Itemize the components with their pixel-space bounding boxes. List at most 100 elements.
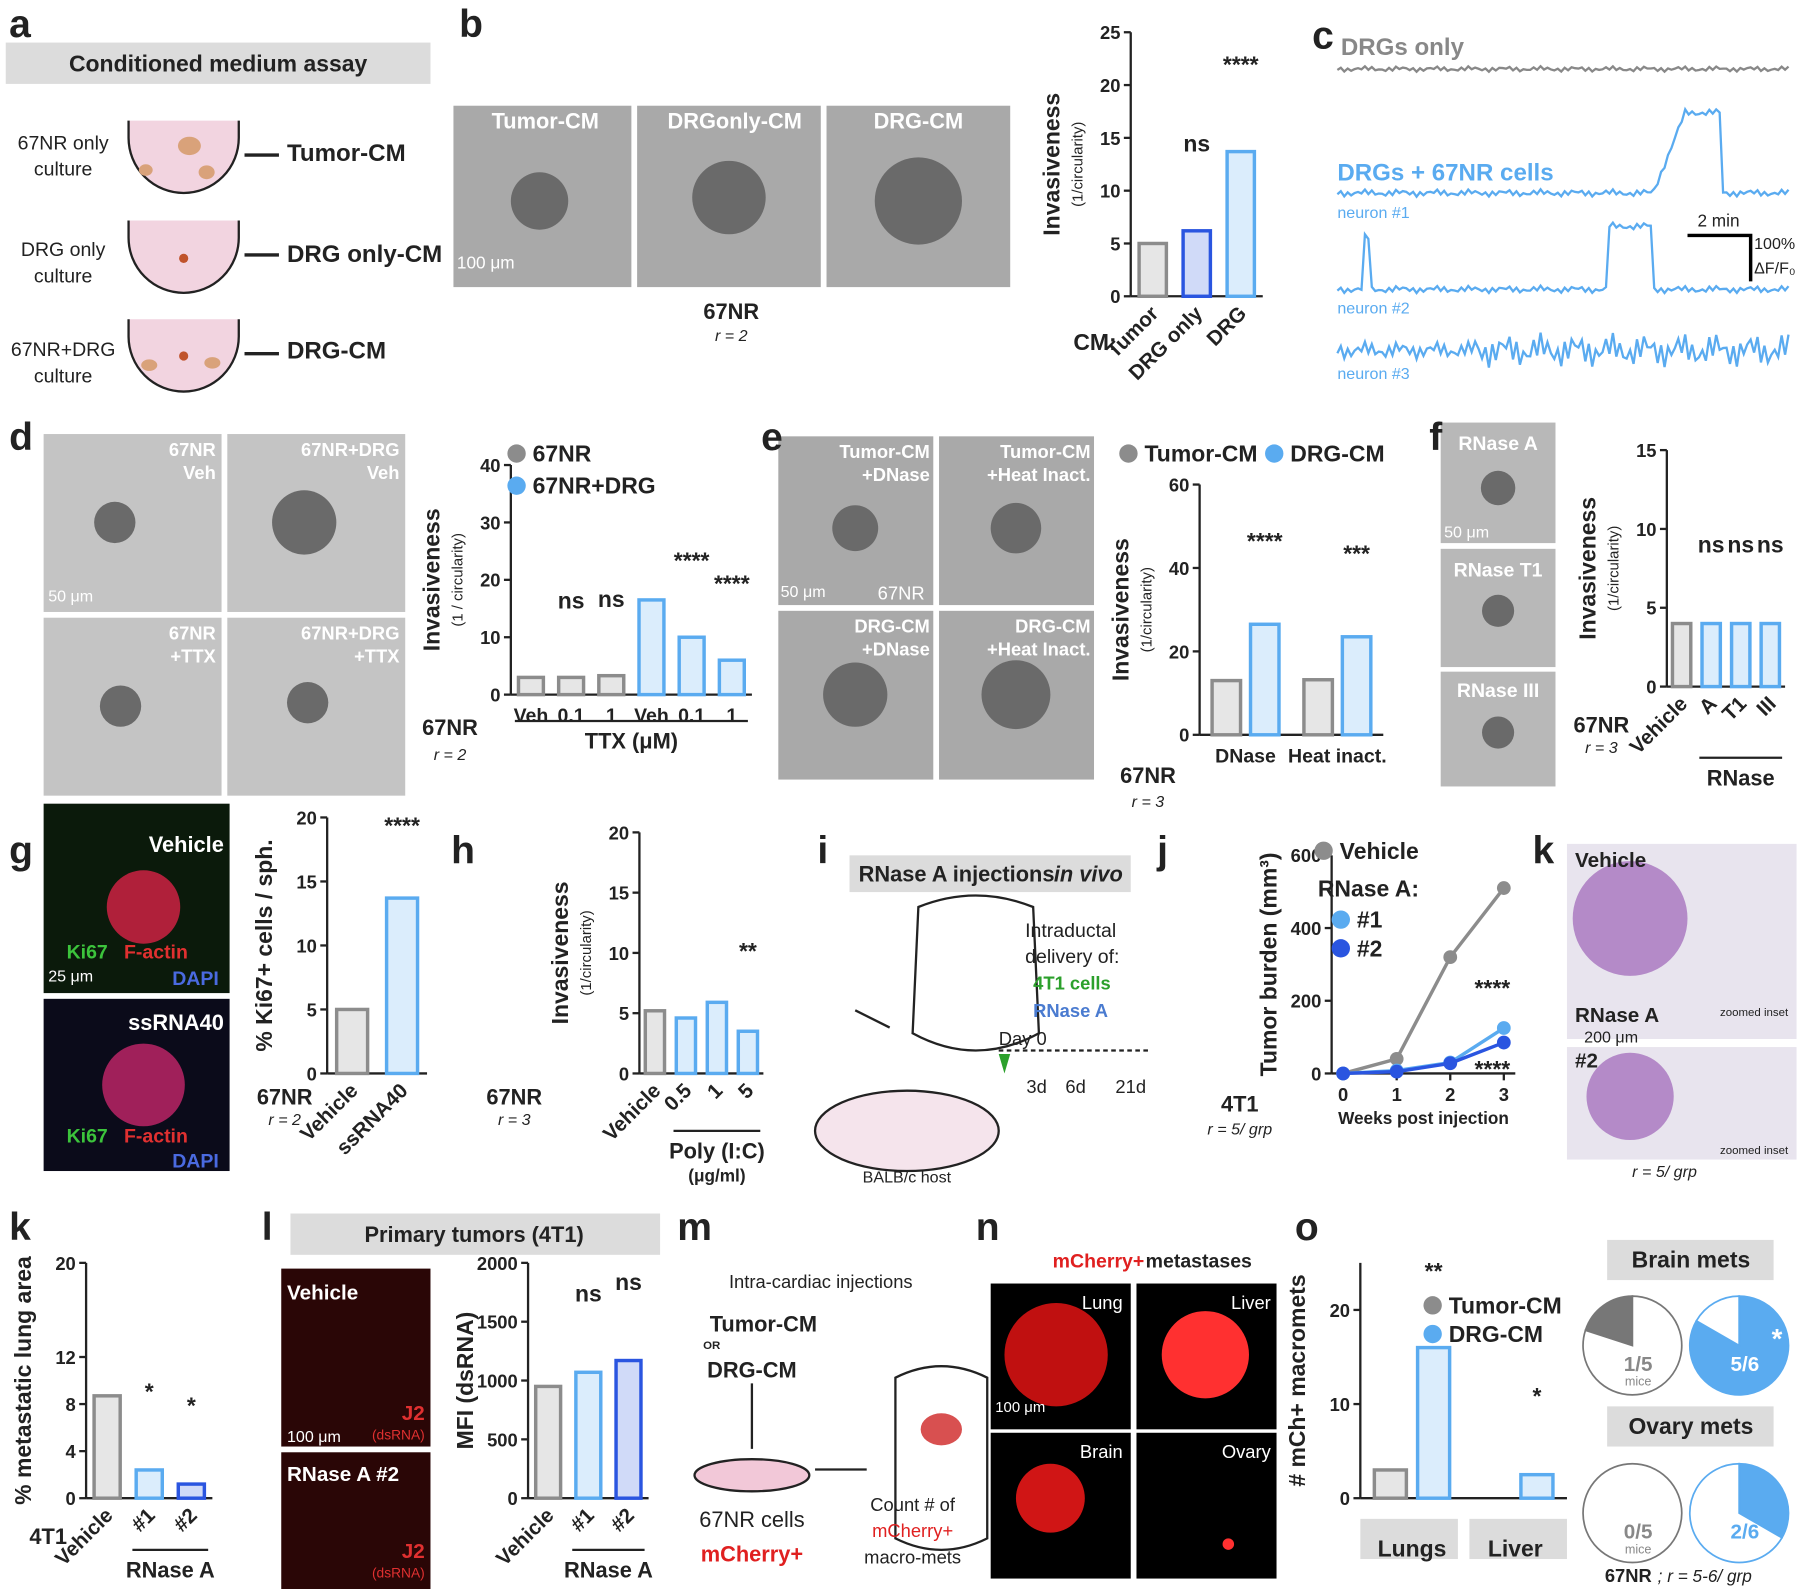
label: 67NR	[1574, 713, 1630, 738]
label: culture	[34, 365, 93, 387]
pie-sublabel: mice	[1625, 1542, 1652, 1556]
label: +Heat Inact.	[987, 639, 1091, 660]
bar	[1372, 1468, 1409, 1500]
x-tick-label: DRG	[1202, 302, 1251, 351]
y-axis-sublabel: (1/circularity)	[1606, 526, 1623, 611]
y-tick-label: 10	[1330, 1394, 1350, 1415]
label: #2	[1575, 1050, 1598, 1073]
x-tick-label: 0	[1338, 1084, 1348, 1105]
y-axis-sublabel: (1/circularity)	[1138, 567, 1155, 652]
annotation: *	[187, 1392, 196, 1418]
label: c	[1312, 14, 1334, 57]
label: Ovary mets	[1628, 1413, 1753, 1439]
label: Tumor-CM	[710, 1312, 817, 1337]
label: zoomed inset	[1720, 1007, 1789, 1019]
label: 100 μm	[287, 1428, 341, 1446]
y-tick-label: 10	[480, 627, 500, 648]
label: 67NR	[169, 439, 216, 460]
label: DRGs + 67NR cells	[1337, 159, 1553, 186]
label: Tumor-CM	[1000, 441, 1090, 462]
legend-swatch	[1423, 1296, 1442, 1315]
y-axis-label: Invasiveness	[1575, 497, 1601, 640]
y-tick-label: 12	[55, 1347, 75, 1368]
label: 50 μm	[1444, 523, 1489, 541]
bar	[516, 675, 546, 697]
label: 67NR	[1120, 763, 1176, 788]
bar	[1248, 622, 1281, 737]
point	[1389, 1052, 1404, 1066]
label: DRG-CM	[287, 337, 386, 364]
title-box	[1607, 1406, 1774, 1447]
label: RNase A	[1458, 433, 1537, 455]
label: 4T1	[29, 1524, 67, 1549]
label: 200 μm	[1584, 1028, 1638, 1046]
y-axis-label: Invasiveness	[1107, 538, 1133, 681]
y-tick-label: 8	[66, 1394, 76, 1415]
legend-swatch	[1265, 444, 1284, 463]
label: r = 5/ grp	[1632, 1163, 1697, 1181]
y-tick-label: 10	[296, 935, 316, 956]
y-tick-label: 20	[1169, 641, 1189, 662]
bar	[92, 1394, 122, 1500]
label: +Heat Inact.	[987, 464, 1091, 485]
pie-slice	[1689, 1462, 1784, 1564]
label: Day 0	[999, 1028, 1047, 1049]
label: 6d	[1065, 1076, 1085, 1097]
legend-swatch	[1119, 444, 1138, 463]
label: Tumor-CM	[287, 140, 406, 167]
arrows	[244, 153, 279, 356]
annotation: ns	[598, 586, 625, 612]
label: RNase A	[1575, 1004, 1659, 1027]
y-tick-label: 15	[296, 871, 316, 892]
label: zoomed inset	[1720, 1145, 1789, 1157]
label: 3d	[1026, 1076, 1046, 1097]
label: culture	[34, 266, 93, 288]
label: 4T1 cells	[1033, 973, 1111, 994]
annotation: *	[1772, 1323, 1783, 1354]
label: 67NR	[169, 623, 216, 644]
bar	[677, 635, 706, 697]
x-tick-label: Vehicle	[599, 1079, 666, 1146]
bar	[1210, 678, 1243, 737]
label: Intra-cardiac injections	[729, 1271, 913, 1292]
y-tick-label: 1000	[477, 1370, 518, 1391]
label: 50 μm	[781, 583, 826, 601]
bar	[614, 1358, 643, 1500]
day0-marker	[998, 1053, 1011, 1074]
bar	[1700, 621, 1723, 689]
y-tick-label: 0	[1646, 676, 1656, 697]
y-tick-label: 20	[296, 807, 316, 828]
y-axis-label: % metastatic lung area	[10, 1256, 36, 1505]
trace	[1336, 64, 1790, 74]
label: Conditioned medium assay	[69, 50, 367, 76]
category-box	[1469, 1518, 1567, 1560]
annotation: ns	[575, 1281, 602, 1307]
group-label: RNase A	[126, 1557, 215, 1582]
label: 2 min	[1697, 210, 1739, 230]
label: r = 2	[434, 746, 467, 764]
y-tick-label: 10	[1100, 181, 1120, 202]
x-tick-label: #2	[606, 1504, 639, 1537]
bar	[176, 1482, 207, 1500]
x-tick-label: 1	[606, 705, 617, 727]
label: r = 2	[715, 327, 748, 345]
pie-label: 2/6	[1731, 1520, 1760, 1543]
y-tick-label: 0	[307, 1063, 317, 1084]
legend-heading: RNase A:	[1318, 876, 1419, 902]
y-tick-label: 0	[490, 685, 500, 706]
label: +DNase	[862, 464, 930, 485]
y-axis-sublabel: (1/circularity)	[578, 910, 595, 995]
group-label: TTX (μM)	[585, 729, 678, 754]
label: (dsRNA)	[372, 1565, 425, 1580]
label: RNase III	[1457, 680, 1539, 702]
label: j	[1156, 829, 1168, 872]
point	[1443, 1056, 1458, 1071]
trace	[1336, 220, 1790, 295]
y-tick-label: 15	[1100, 128, 1120, 149]
y-tick-label: 200	[1291, 991, 1322, 1012]
y-axis-sublabel: (1/circularity)	[1070, 122, 1087, 207]
label: Vehicle	[149, 832, 224, 857]
x-tick-label: DNase	[1215, 745, 1276, 767]
bar	[574, 1370, 603, 1500]
